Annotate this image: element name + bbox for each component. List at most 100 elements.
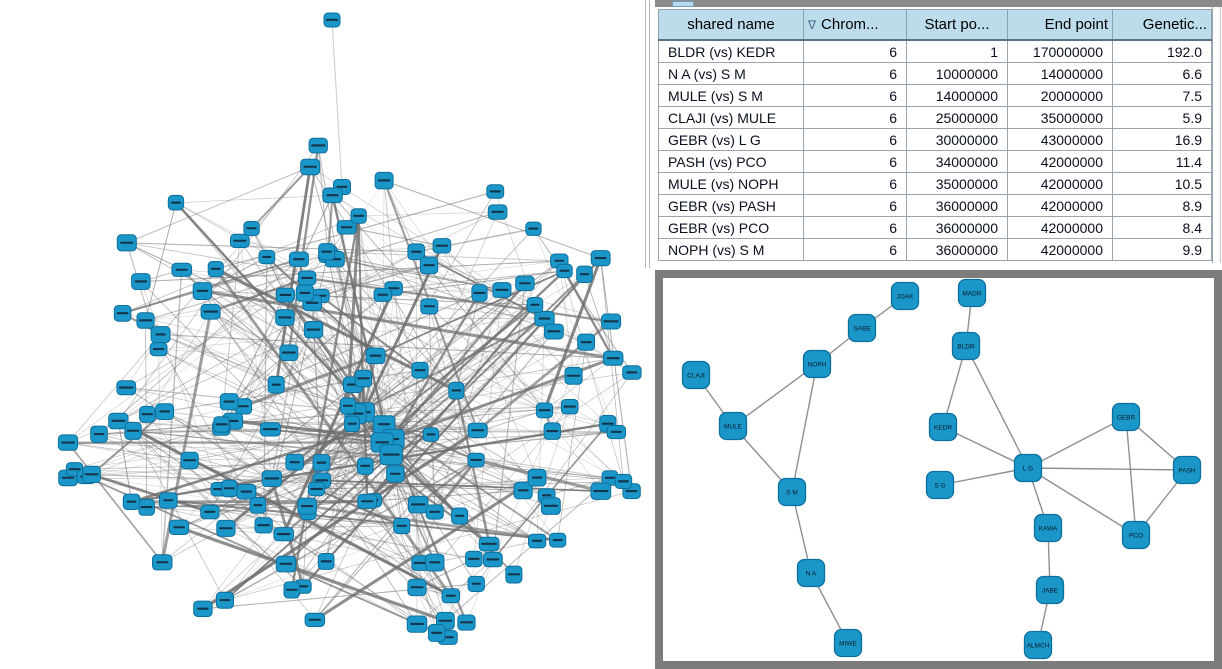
cell-value[interactable]: 42000000 — [1007, 238, 1113, 261]
overview-node[interactable] — [549, 532, 567, 548]
overview-node[interactable] — [249, 497, 267, 514]
overview-node[interactable] — [407, 495, 429, 514]
overview-node[interactable] — [556, 263, 573, 279]
table-row[interactable]: GEBR (vs) PCO 6 36000000 42000000 8.4 — [658, 216, 1212, 239]
overview-node[interactable] — [275, 555, 297, 573]
overview-node[interactable] — [108, 412, 129, 430]
node-S G[interactable]: S G — [925, 470, 955, 500]
cell-value[interactable]: 36000000 — [906, 216, 1008, 239]
overview-node[interactable] — [288, 251, 309, 267]
overview-node[interactable] — [267, 375, 285, 394]
overview-node[interactable] — [419, 256, 439, 275]
overview-node[interactable] — [303, 321, 324, 339]
edge-KEDR-L G[interactable] — [942, 426, 1029, 469]
node-SABE[interactable]: SABE — [847, 313, 877, 343]
overview-node[interactable] — [200, 303, 221, 320]
table-scrollbar[interactable] — [1212, 7, 1221, 263]
overview-node[interactable] — [465, 550, 483, 568]
overview-node[interactable] — [365, 347, 386, 365]
overview-node[interactable] — [200, 504, 220, 520]
cell-value[interactable]: 9.9 — [1112, 238, 1212, 261]
node-MULE[interactable]: MULE — [718, 411, 748, 441]
overview-node[interactable] — [467, 575, 485, 593]
overview-node[interactable] — [261, 470, 283, 488]
edge-MULE-NOPH[interactable] — [732, 363, 818, 427]
overview-node[interactable] — [139, 405, 156, 423]
cell-value[interactable]: 6 — [803, 62, 907, 85]
cell-shared-name[interactable]: N A (vs) S M — [658, 62, 804, 85]
table-row[interactable]: GEBR (vs) PASH 6 36000000 42000000 8.9 — [658, 194, 1212, 217]
overview-node[interactable] — [528, 533, 547, 549]
node-JOAK[interactable]: JOAK — [890, 281, 920, 311]
overview-node[interactable] — [513, 481, 533, 500]
overview-node[interactable] — [350, 208, 367, 224]
node-S M[interactable]: S M — [777, 477, 807, 507]
overview-node[interactable] — [540, 497, 561, 515]
cell-value[interactable]: 192.0 — [1112, 39, 1212, 63]
overview-node[interactable] — [432, 238, 452, 254]
table-row[interactable]: GEBR (vs) L G 6 30000000 43000000 16.9 — [658, 128, 1212, 151]
overview-node[interactable] — [322, 187, 343, 204]
overview-node[interactable] — [258, 249, 276, 265]
node-JABE[interactable]: JABE — [1035, 575, 1065, 605]
overview-node[interactable] — [312, 454, 331, 472]
overview-node[interactable] — [283, 581, 300, 599]
overview-node[interactable] — [379, 444, 403, 466]
overview-node[interactable] — [192, 282, 213, 301]
cell-value[interactable]: 6 — [803, 84, 907, 107]
overview-node[interactable] — [300, 158, 321, 176]
overview-node[interactable] — [422, 427, 440, 442]
cell-value[interactable]: 6 — [803, 150, 907, 173]
node-NOPH[interactable]: NOPH — [802, 349, 832, 379]
overview-node[interactable] — [467, 452, 485, 468]
table-row[interactable]: N A (vs) S M 6 10000000 14000000 6.6 — [658, 62, 1212, 85]
overview-node[interactable] — [236, 484, 257, 500]
cell-shared-name[interactable]: GEBR (vs) L G — [658, 128, 804, 151]
overview-node[interactable] — [307, 481, 326, 497]
overview-node[interactable] — [614, 473, 633, 489]
cell-value[interactable]: 36000000 — [906, 238, 1008, 261]
overview-node[interactable] — [279, 344, 299, 361]
edge-GEBR-PCO[interactable] — [1125, 416, 1137, 536]
overview-node[interactable] — [116, 380, 137, 396]
node-GEBR[interactable]: GEBR — [1111, 402, 1141, 432]
overview-node[interactable] — [138, 498, 155, 516]
cell-value[interactable]: 34000000 — [906, 150, 1008, 173]
overview-node[interactable] — [411, 361, 429, 379]
cell-value[interactable]: 36000000 — [906, 194, 1008, 217]
filter-icon[interactable]: ∇ — [808, 18, 817, 32]
overview-node[interactable] — [525, 221, 542, 236]
cell-value[interactable]: 14000000 — [906, 84, 1008, 107]
cell-shared-name[interactable]: GEBR (vs) PASH — [658, 194, 804, 217]
overview-node[interactable] — [131, 273, 151, 291]
table-row[interactable]: PASH (vs) PCO 6 34000000 42000000 11.4 — [658, 150, 1212, 173]
overview-node[interactable] — [601, 313, 622, 330]
overview-node[interactable] — [219, 393, 239, 411]
overview-node[interactable] — [90, 425, 108, 443]
cell-value[interactable]: 6 — [803, 106, 907, 129]
edge-L G-GEBR[interactable] — [1027, 416, 1127, 469]
overview-node[interactable] — [57, 434, 79, 451]
cell-value[interactable]: 5.9 — [1112, 106, 1212, 129]
cell-value[interactable]: 14000000 — [1007, 62, 1113, 85]
cell-value[interactable]: 6 — [803, 172, 907, 195]
overview-node[interactable] — [216, 519, 236, 537]
overview-node[interactable] — [150, 326, 171, 344]
overview-node[interactable] — [526, 297, 544, 313]
overview-node[interactable] — [295, 284, 314, 302]
node-PASH[interactable]: PASH — [1172, 455, 1202, 485]
overview-node[interactable] — [304, 612, 326, 627]
overview-node[interactable] — [441, 588, 461, 604]
node-KAWA[interactable]: KAWA — [1033, 513, 1063, 543]
cell-value[interactable]: 8.9 — [1112, 194, 1212, 217]
overview-node[interactable] — [285, 453, 304, 471]
overview-node[interactable] — [356, 457, 374, 475]
node-L G[interactable]: L G — [1013, 453, 1043, 483]
cell-value[interactable]: 6.6 — [1112, 62, 1212, 85]
overview-node[interactable] — [113, 305, 132, 322]
overview-node[interactable] — [406, 615, 428, 633]
cell-shared-name[interactable]: CLAJI (vs) MULE — [658, 106, 804, 129]
overview-node[interactable] — [486, 184, 505, 199]
overview-node[interactable] — [215, 591, 234, 609]
overview-node[interactable] — [167, 194, 185, 211]
